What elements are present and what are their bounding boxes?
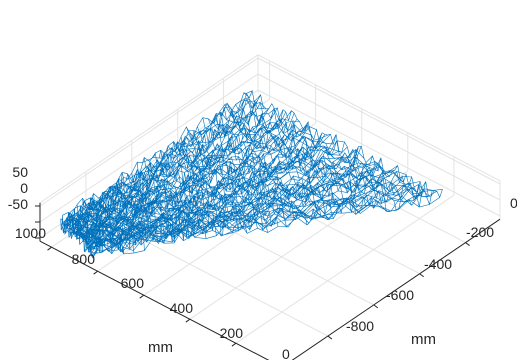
grid-line (132, 179, 374, 305)
y-tick-label: 200 (220, 325, 244, 341)
x-tick-mark (374, 305, 378, 308)
y-axis-title: mm (148, 339, 173, 356)
x-tick-mark (420, 274, 424, 277)
y-tick-label: 0 (282, 346, 290, 360)
y-tick-label: 800 (72, 251, 96, 267)
z-tick-label: -50 (8, 196, 28, 212)
x-tick-label: 0 (510, 195, 517, 211)
x-tick-label: -400 (424, 256, 452, 272)
z-tick-label: 0 (20, 180, 28, 196)
y-tick-mark (186, 319, 190, 322)
surface-mesh (61, 91, 443, 258)
y-tick-mark (94, 271, 98, 274)
y-tick-label: 600 (121, 275, 145, 291)
x-tick-mark (328, 336, 332, 339)
z-tick-label: 50 (12, 164, 28, 180)
x-tick-label: -200 (466, 224, 494, 240)
x-tick-mark (466, 243, 470, 246)
y-tick-label: 1000 (15, 225, 46, 241)
x-axis-title: mm (411, 331, 436, 348)
x-tick-label: -600 (386, 287, 414, 303)
y-tick-mark (140, 295, 144, 298)
x-tick-label: -800 (346, 318, 374, 334)
y-tick-mark (232, 343, 236, 346)
y-tick-label: 400 (170, 300, 194, 316)
surface-mesh-lines (61, 91, 443, 258)
y-tick-mark (48, 247, 52, 250)
